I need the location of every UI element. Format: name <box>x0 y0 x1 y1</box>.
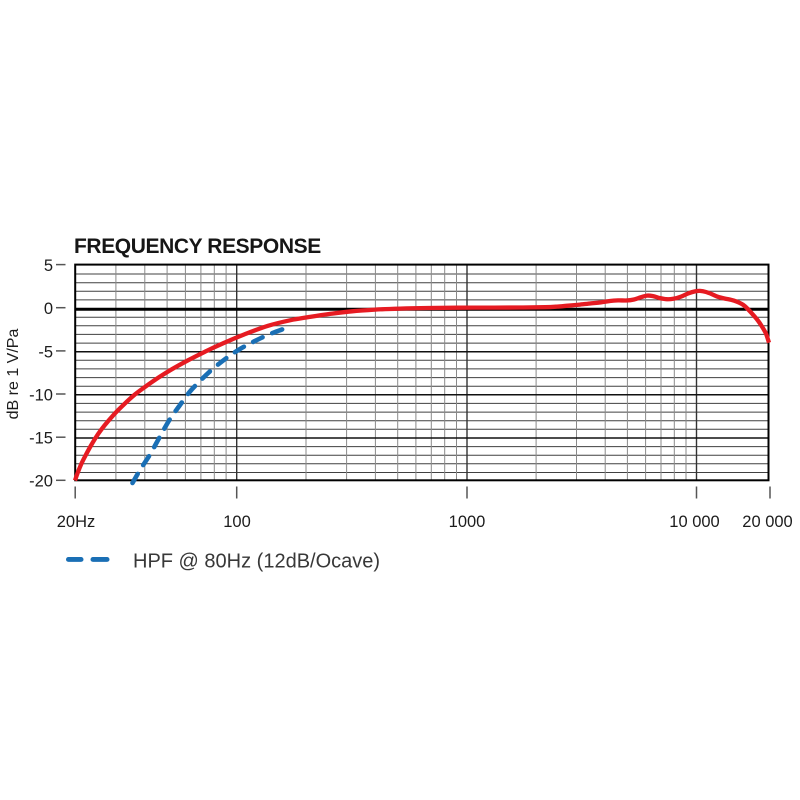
svg-text:dB re 1 V/Pa: dB re 1 V/Pa <box>5 329 22 420</box>
svg-text:10 000: 10 000 <box>669 513 719 531</box>
svg-text:-20: -20 <box>29 473 53 491</box>
svg-text:-15: -15 <box>29 430 53 448</box>
svg-text:20Hz: 20Hz <box>57 513 96 531</box>
svg-text:1000: 1000 <box>449 513 486 531</box>
svg-text:-10: -10 <box>29 386 53 404</box>
svg-text:FREQUENCY RESPONSE: FREQUENCY RESPONSE <box>74 235 321 258</box>
svg-text:HPF @ 80Hz (12dB/Ocave): HPF @ 80Hz (12dB/Ocave) <box>133 551 380 573</box>
svg-text:100: 100 <box>223 513 251 531</box>
svg-text:-5: -5 <box>38 343 53 361</box>
svg-text:0: 0 <box>44 300 53 318</box>
svg-text:5: 5 <box>44 257 53 275</box>
svg-text:20 000: 20 000 <box>742 513 792 531</box>
